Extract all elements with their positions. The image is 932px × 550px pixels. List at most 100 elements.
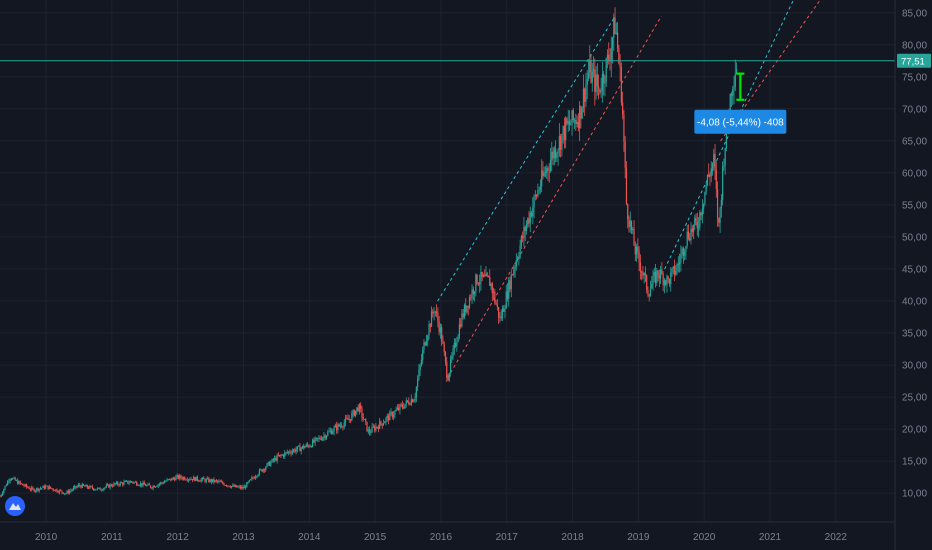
- y-axis[interactable]: 10,00 15,00 20,00 25,00 30,00 35,00 40,00 45,00…: [894, 0, 927, 550]
- candle-body: [142, 482, 144, 486]
- candle-body: [371, 426, 373, 433]
- candle-body: [535, 195, 538, 197]
- candle-body: [185, 479, 187, 481]
- candle-body: [580, 105, 582, 119]
- candle-body: [25, 484, 28, 487]
- candle-body: [695, 217, 697, 222]
- candle-body: [647, 289, 649, 296]
- candle-body: [337, 424, 339, 431]
- candle-body: [635, 246, 638, 255]
- candle-body: [361, 408, 363, 418]
- candle-body: [589, 60, 591, 73]
- candle-body: [89, 486, 91, 489]
- candle-body: [372, 426, 374, 428]
- candle-body: [608, 54, 610, 61]
- candle-body: [386, 415, 388, 418]
- candle-body: [272, 459, 274, 461]
- candle-body: [429, 324, 431, 327]
- candle-body: [122, 482, 124, 485]
- candle-body: [467, 305, 469, 308]
- candle-body: [404, 404, 406, 409]
- candle-body: [29, 489, 31, 490]
- candle-body: [79, 484, 81, 486]
- candle-body: [127, 480, 129, 484]
- candle-body: [304, 446, 306, 449]
- candle-body: [120, 482, 123, 484]
- candle-body: [466, 305, 468, 313]
- x-tick-label: 2015: [364, 532, 387, 543]
- candle-body: [648, 295, 650, 297]
- candle-body: [176, 475, 178, 477]
- candle-body: [246, 482, 248, 488]
- candle-body: [663, 280, 666, 285]
- candle-body: [570, 124, 572, 126]
- candle-body: [628, 219, 630, 227]
- candle-body: [28, 487, 30, 490]
- candle-body: [327, 432, 329, 436]
- candle-body: [74, 486, 76, 488]
- x-axis[interactable]: 2010 2011 2012 2013 2014 2015 2016 2017 2018 2019…: [0, 521, 895, 543]
- trendline[interactable]: [437, 15, 616, 302]
- candle-body: [136, 481, 138, 486]
- trendline[interactable]: [447, 15, 662, 379]
- candle-body: [576, 121, 578, 125]
- candle-body: [262, 469, 264, 472]
- candle-body: [422, 350, 424, 360]
- candle-body: [210, 479, 212, 482]
- candle-body: [325, 435, 328, 439]
- candle-body: [63, 493, 66, 495]
- candle-body: [60, 490, 62, 492]
- candle-body: [652, 275, 654, 285]
- candle-body: [398, 407, 400, 410]
- candle-body: [114, 483, 116, 485]
- candle-body: [433, 312, 435, 314]
- candle-body: [13, 477, 15, 479]
- candle-body: [198, 480, 200, 482]
- candle-body: [193, 477, 195, 481]
- candle-body: [44, 486, 47, 489]
- candle-body: [499, 316, 501, 318]
- candle-body: [424, 342, 426, 346]
- candle-body: [271, 459, 273, 463]
- candle-body: [57, 491, 59, 493]
- candle-body: [643, 273, 645, 276]
- candle-body: [261, 469, 263, 472]
- candle-body: [414, 397, 416, 401]
- candle-body: [43, 485, 45, 489]
- candle-body: [256, 476, 258, 477]
- candle-body: [117, 482, 119, 485]
- candle-body: [161, 482, 163, 484]
- candle-body: [441, 327, 443, 342]
- candle-body: [62, 492, 64, 494]
- tradingview-logo-icon[interactable]: [5, 496, 25, 516]
- candle-body: [146, 485, 148, 487]
- candle-body: [105, 485, 107, 488]
- candle-body: [684, 251, 686, 256]
- candle-body: [513, 269, 515, 276]
- logo-mark: [9, 503, 21, 510]
- candle-body: [423, 342, 425, 351]
- candle-body: [155, 486, 157, 488]
- candle-body: [616, 32, 619, 48]
- candle-body: [384, 421, 386, 424]
- candle-body: [217, 480, 219, 482]
- price-candles[interactable]: [0, 7, 738, 498]
- candle-body: [381, 423, 383, 426]
- candle-body: [644, 273, 647, 276]
- candle-body: [100, 489, 102, 491]
- candle-body: [549, 160, 552, 171]
- candle-body: [38, 488, 40, 491]
- candle-body: [482, 275, 485, 277]
- candle-body: [461, 313, 463, 327]
- candle-body: [309, 446, 311, 447]
- candle-body: [477, 283, 479, 285]
- candle-body: [328, 431, 330, 433]
- candle-body: [413, 400, 415, 403]
- candle-body: [139, 483, 142, 486]
- measure-tool[interactable]: -4,08 (-5,44%) -408: [694, 72, 787, 134]
- candle-body: [190, 478, 192, 480]
- candle-body: [418, 369, 420, 380]
- candle-body: [91, 486, 93, 489]
- candle-body: [80, 485, 82, 488]
